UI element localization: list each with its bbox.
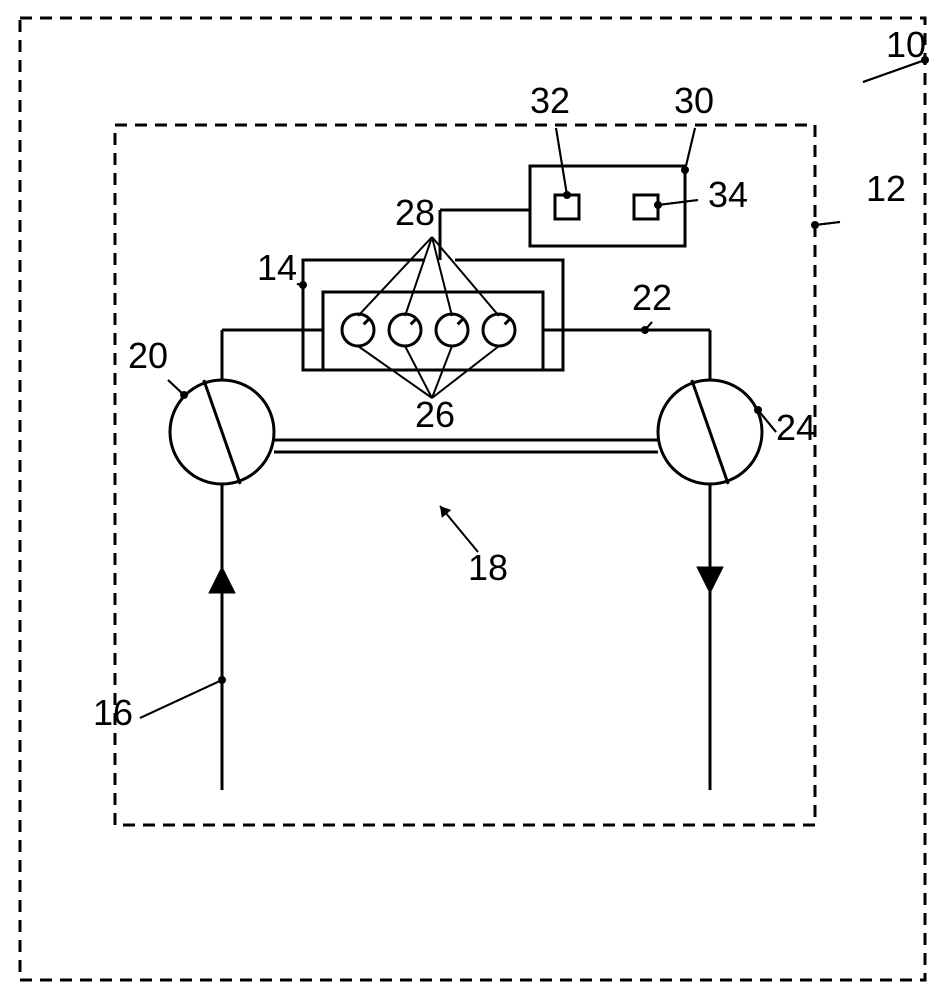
label-l12: 12 xyxy=(866,168,906,209)
flow-arrow-up xyxy=(209,567,235,593)
control-square-right xyxy=(634,195,658,219)
label-l16: 16 xyxy=(93,692,133,733)
label-l28: 28 xyxy=(395,192,435,233)
label-l16-leadmain xyxy=(140,680,222,718)
label-l18: 18 xyxy=(468,547,508,588)
label-l14: 14 xyxy=(257,247,297,288)
label-l12-leadmain xyxy=(815,222,840,225)
label-l14-leadmain xyxy=(297,284,303,285)
label-l20-leadmain xyxy=(168,380,184,395)
label-l24: 24 xyxy=(776,407,816,448)
flow-arrow-down xyxy=(697,567,723,593)
label-l22: 22 xyxy=(632,277,672,318)
label-l10: 10 xyxy=(886,24,926,65)
label-l34: 34 xyxy=(708,174,748,215)
label-l20: 20 xyxy=(128,335,168,376)
diagram-canvas: 10 12 30 32 34 28 14 26 22 20 24 18 16 xyxy=(0,0,949,1000)
outer-boundary xyxy=(20,18,925,980)
label-l26: 26 xyxy=(415,394,455,435)
label-l30: 30 xyxy=(674,80,714,121)
label-l32: 32 xyxy=(530,80,570,121)
label-l30-leadmain xyxy=(685,128,695,170)
